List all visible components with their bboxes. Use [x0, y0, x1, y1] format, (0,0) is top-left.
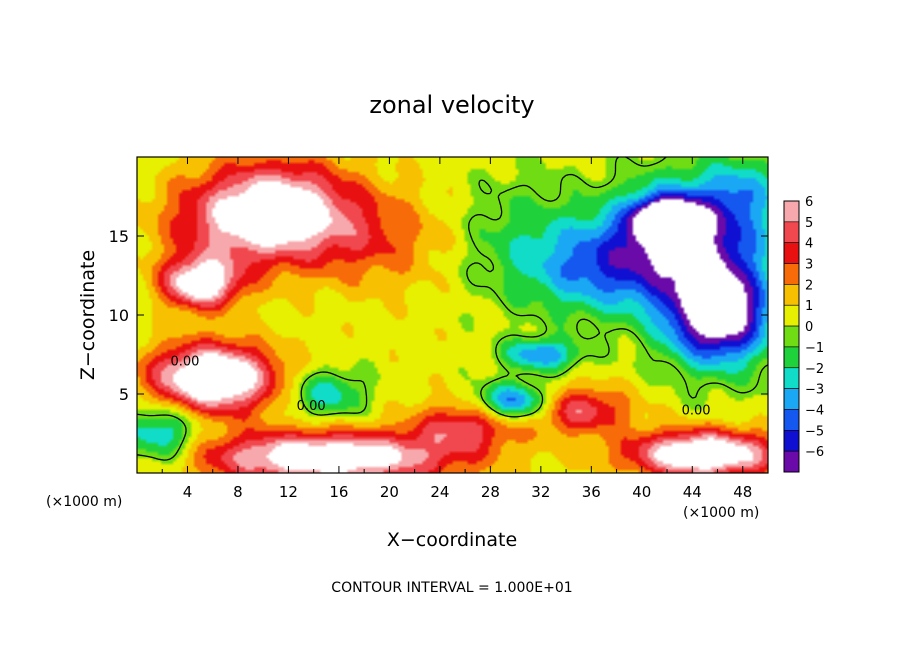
- contour-label: 0.00: [297, 399, 326, 414]
- colorbar-swatch: [783, 409, 800, 431]
- x-tick-label: 28: [481, 483, 500, 501]
- colorbar-swatch: [783, 263, 800, 285]
- contour-labels: 0.00 0.00 0.00: [170, 355, 710, 419]
- colorbar-label: 2: [805, 278, 813, 293]
- x-tick-label: 8: [233, 483, 243, 501]
- colorbar-swatch: [783, 242, 800, 264]
- colorbar-swatch: [783, 346, 800, 369]
- colorbar-label: 3: [805, 258, 813, 273]
- x-tick-label: 24: [430, 483, 449, 501]
- colorbar-swatch: [783, 367, 800, 389]
- velocity-field-heatmap: [137, 157, 768, 473]
- zero-contour-lines: [136, 156, 769, 461]
- contour-label: 0.00: [682, 404, 711, 419]
- x-tick-label: 44: [683, 483, 702, 501]
- colorbar-swatch: [783, 221, 800, 243]
- colorbar-swatch: [783, 200, 800, 223]
- chart-title: zonal velocity: [369, 91, 534, 119]
- colorbar-swatch: [783, 284, 800, 306]
- x-unit-left: (×1000 m): [46, 494, 122, 510]
- colorbar-frame: [783, 200, 800, 473]
- colorbar-label: −6: [805, 445, 824, 460]
- colorbar-label: 6: [805, 195, 813, 210]
- x-axis-ticks: 4 8 12 16 20 24 28 32 36 40 44 48: [161, 157, 752, 501]
- colorbar-swatch: [783, 304, 800, 327]
- colorbar-label: 5: [805, 216, 813, 231]
- colorbar-label: −4: [805, 403, 824, 418]
- colorbar-label: −1: [805, 341, 824, 356]
- colorbar-label: −2: [805, 362, 824, 377]
- x-tick-label: 12: [279, 483, 298, 501]
- contour-label: 0.00: [170, 355, 199, 370]
- x-tick-label: 48: [733, 483, 752, 501]
- colorbar-swatch: [783, 325, 800, 348]
- x-tick-label: 4: [183, 483, 193, 501]
- x-tick-label: 40: [632, 483, 651, 501]
- y-tick-label: 5: [119, 385, 129, 404]
- plot-area: 0.000.00 0.00 4 8 12 16 20 24 28 32 36 40 44 48 5101…: [109, 156, 769, 501]
- contour-interval-note: CONTOUR INTERVAL = 1.000E+01: [331, 580, 572, 596]
- x-tick-label: 16: [329, 483, 348, 501]
- x-axis-label: X−coordinate: [387, 529, 517, 551]
- y-tick-label: 15: [109, 227, 129, 246]
- colorbar-swatch: [783, 388, 800, 410]
- colorbar-swatch: [783, 430, 800, 452]
- colorbar-label: −5: [805, 424, 824, 439]
- y-axis-ticks: 5 10 15: [109, 227, 768, 404]
- y-tick-label: 10: [109, 306, 129, 325]
- colorbar-label: 0: [805, 320, 813, 335]
- colorbar-label: −3: [805, 383, 824, 398]
- x-tick-label: 32: [531, 483, 550, 501]
- colorbar: 6 5 4 3 2 1 0 −1 −2 −3 −4 −5 −6: [783, 195, 824, 473]
- x-tick-label: 20: [380, 483, 399, 501]
- colorbar-label: 4: [805, 237, 813, 252]
- x-tick-label: 36: [582, 483, 601, 501]
- colorbar-swatch: [783, 450, 800, 473]
- y-axis-label: Z−coordinate: [77, 250, 99, 380]
- zero-contour: [136, 156, 769, 461]
- x-unit-right: (×1000 m): [683, 505, 759, 521]
- colorbar-label: 1: [805, 299, 813, 314]
